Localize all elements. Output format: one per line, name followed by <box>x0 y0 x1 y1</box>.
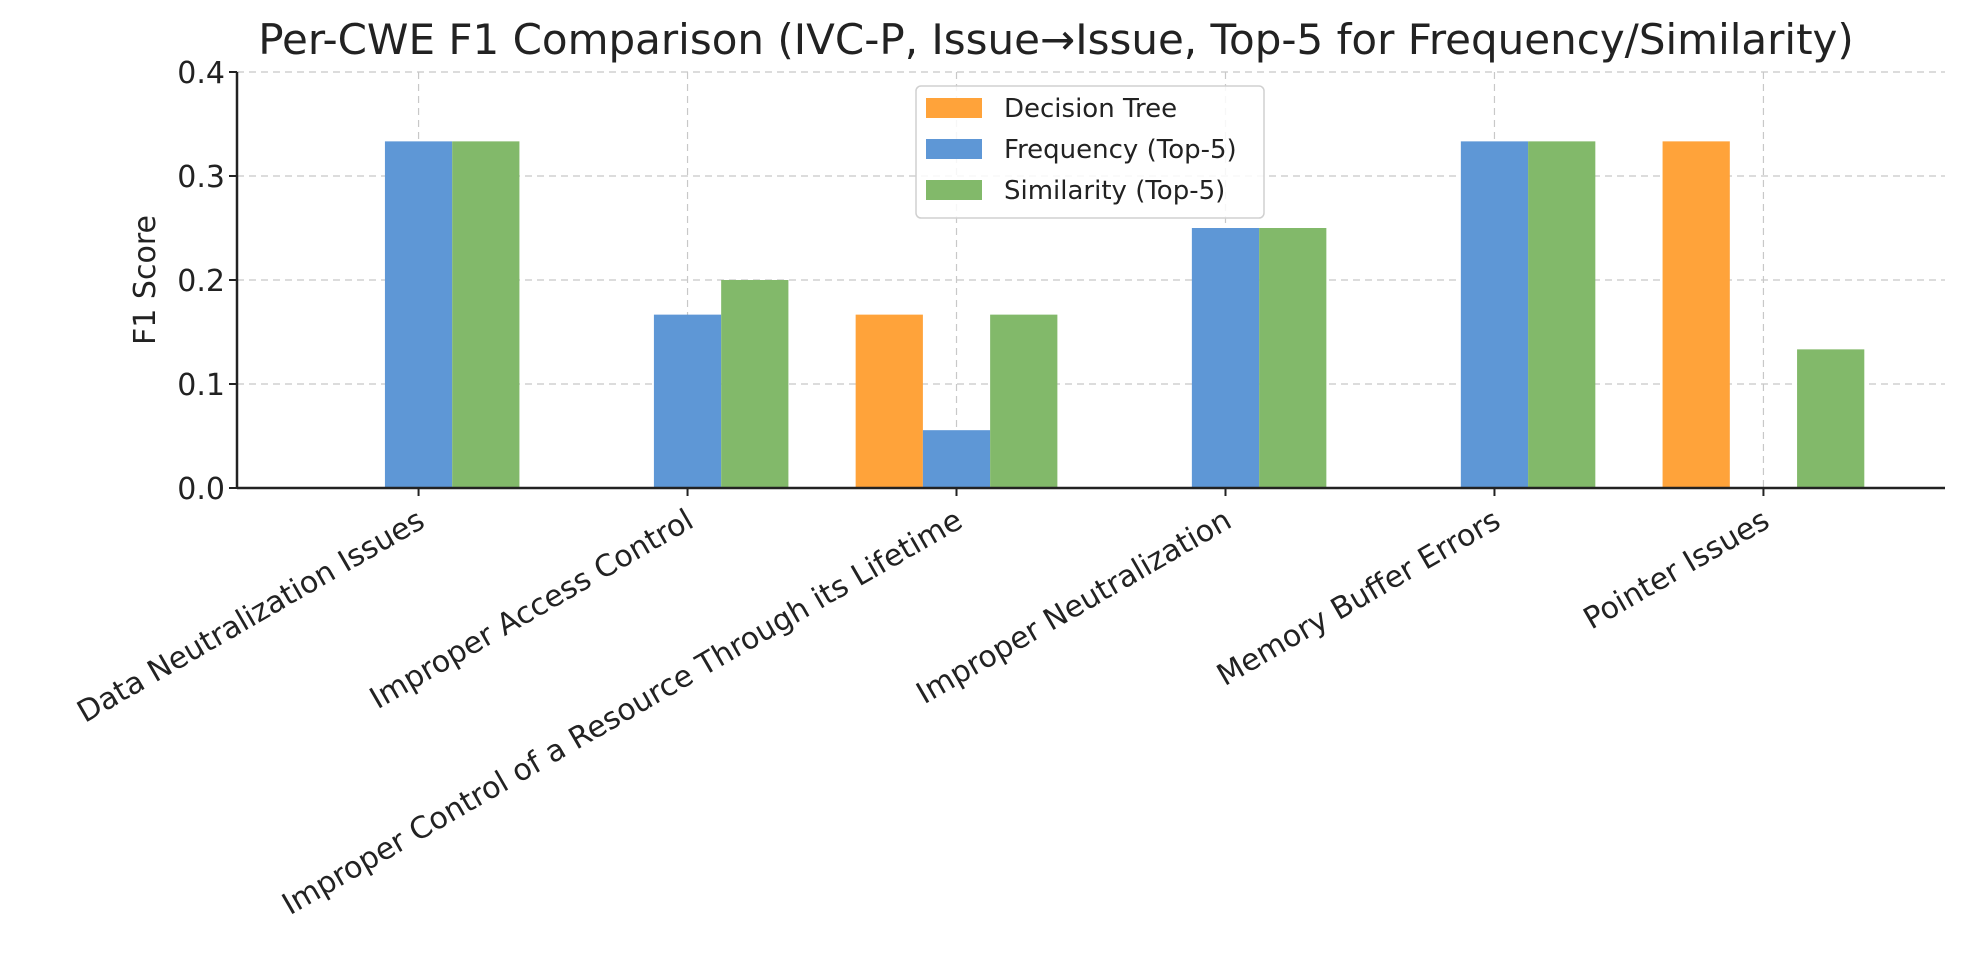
bar <box>1528 141 1596 489</box>
legend: Decision Tree Frequency (Top-5) Similarity… <box>915 85 1265 219</box>
bar <box>1662 141 1730 489</box>
x-tick-label: Memory Buffer Errors <box>1211 503 1506 694</box>
bar <box>1460 141 1529 489</box>
y-axis-label: F1 Score <box>128 215 163 345</box>
bar <box>384 141 453 489</box>
axes <box>229 71 1945 496</box>
bar <box>1797 349 1865 488</box>
bar <box>1259 228 1327 488</box>
bars <box>384 141 1865 489</box>
bar <box>721 280 789 488</box>
legend-swatch <box>926 180 982 200</box>
legend-label: Decision Tree <box>1004 94 1177 124</box>
y-tick-label: 0.3 <box>177 160 225 195</box>
legend-swatch <box>926 139 982 159</box>
y-tick-label: 0.0 <box>177 472 225 507</box>
y-tick-label: 0.1 <box>177 368 225 403</box>
y-tick-label: 0.4 <box>177 56 225 91</box>
y-tick-label: 0.2 <box>177 264 225 299</box>
legend-swatch <box>926 98 982 118</box>
y-tick-labels: 0.0 0.1 0.2 0.3 0.4 <box>177 56 225 507</box>
x-tick-label: Pointer Issues <box>1578 503 1776 637</box>
bar <box>855 314 923 488</box>
legend-label: Similarity (Top-5) <box>1004 176 1225 206</box>
chart-title: Per-CWE F1 Comparison (IVC-P, Issue→Issu… <box>258 15 1854 64</box>
bar <box>922 430 991 488</box>
legend-box <box>915 85 1265 219</box>
bar <box>452 141 520 489</box>
bar <box>653 314 722 488</box>
legend-label: Frequency (Top-5) <box>1004 135 1237 165</box>
bar <box>990 314 1058 488</box>
bar <box>1191 228 1260 488</box>
